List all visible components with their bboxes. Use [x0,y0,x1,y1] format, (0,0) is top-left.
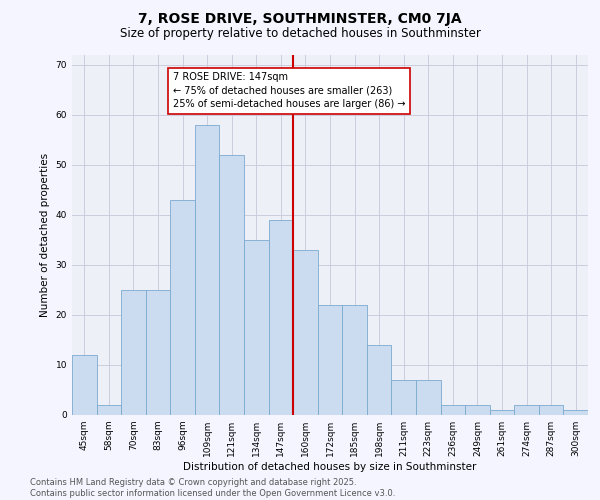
Text: 7, ROSE DRIVE, SOUTHMINSTER, CM0 7JA: 7, ROSE DRIVE, SOUTHMINSTER, CM0 7JA [138,12,462,26]
Bar [367,345,391,415]
Bar [121,290,146,415]
Bar [465,405,490,415]
Bar [440,405,465,415]
Bar [563,410,588,415]
Y-axis label: Number of detached properties: Number of detached properties [40,153,50,317]
Bar [490,410,514,415]
Bar [220,155,244,415]
Text: Contains HM Land Registry data © Crown copyright and database right 2025.
Contai: Contains HM Land Registry data © Crown c… [30,478,395,498]
Bar [318,305,342,415]
Bar [146,290,170,415]
Bar [539,405,563,415]
Bar [72,355,97,415]
Bar [170,200,195,415]
Bar [195,125,220,415]
Bar [97,405,121,415]
Bar [269,220,293,415]
Bar [244,240,269,415]
Text: 7 ROSE DRIVE: 147sqm
← 75% of detached houses are smaller (263)
25% of semi-deta: 7 ROSE DRIVE: 147sqm ← 75% of detached h… [173,72,405,109]
Bar [342,305,367,415]
Bar [391,380,416,415]
Bar [514,405,539,415]
Text: Size of property relative to detached houses in Southminster: Size of property relative to detached ho… [119,28,481,40]
X-axis label: Distribution of detached houses by size in Southminster: Distribution of detached houses by size … [184,462,476,472]
Bar [416,380,440,415]
Bar [293,250,318,415]
